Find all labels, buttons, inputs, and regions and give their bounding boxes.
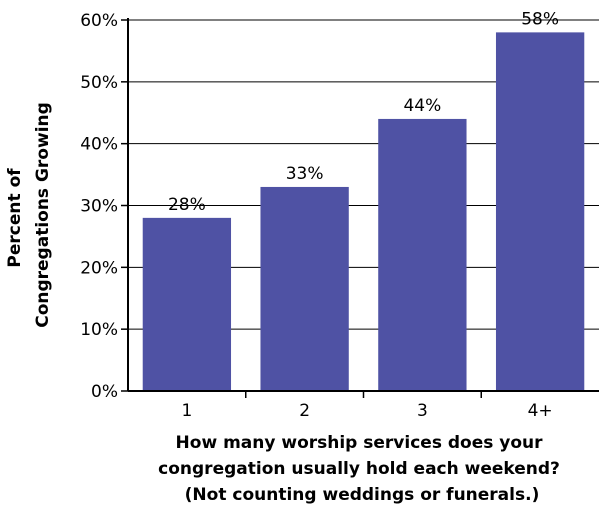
x-tick-label: 3 (417, 401, 428, 421)
y-tick-label: 20% (80, 258, 118, 278)
bars (142, 32, 585, 391)
data-label: 58% (521, 9, 559, 29)
y-axis-title: Percent of Congregations Growing (5, 102, 53, 328)
y-tick-label: 50% (80, 73, 118, 93)
y-tick-label: 30% (80, 197, 118, 217)
x-axis-title-line: How many worship services does your (176, 433, 544, 453)
x-axis-title-line: (Not counting weddings or funerals.) (185, 485, 540, 505)
y-tick-label: 10% (80, 320, 118, 340)
y-axis-title-line: Congregations Growing (33, 102, 53, 328)
x-axis-title: How many worship services does your cong… (158, 433, 566, 505)
bar (495, 32, 585, 391)
y-tick-label: 60% (80, 11, 118, 31)
y-tick-label: 40% (80, 135, 118, 155)
data-label: 28% (168, 195, 206, 215)
x-tick-label: 2 (299, 401, 310, 421)
data-labels: 28% 33% 44% 58% (168, 9, 559, 215)
data-label: 33% (286, 164, 324, 184)
bar (378, 118, 467, 391)
data-label: 44% (403, 96, 441, 116)
y-tick-labels: 0% 10% 20% 30% 40% 50% 60% (80, 11, 118, 402)
bar (260, 186, 349, 391)
x-tick-label: 4+ (528, 401, 553, 421)
y-axis-title-line: Percent of (5, 168, 25, 268)
x-axis-title-line: congregation usually hold each weekend? (158, 459, 560, 479)
axes (121, 18, 599, 398)
x-tick-labels: 1 2 3 4+ (181, 401, 552, 421)
y-tick-label: 0% (91, 382, 118, 402)
bar (142, 217, 232, 391)
x-tick-label: 1 (181, 401, 192, 421)
